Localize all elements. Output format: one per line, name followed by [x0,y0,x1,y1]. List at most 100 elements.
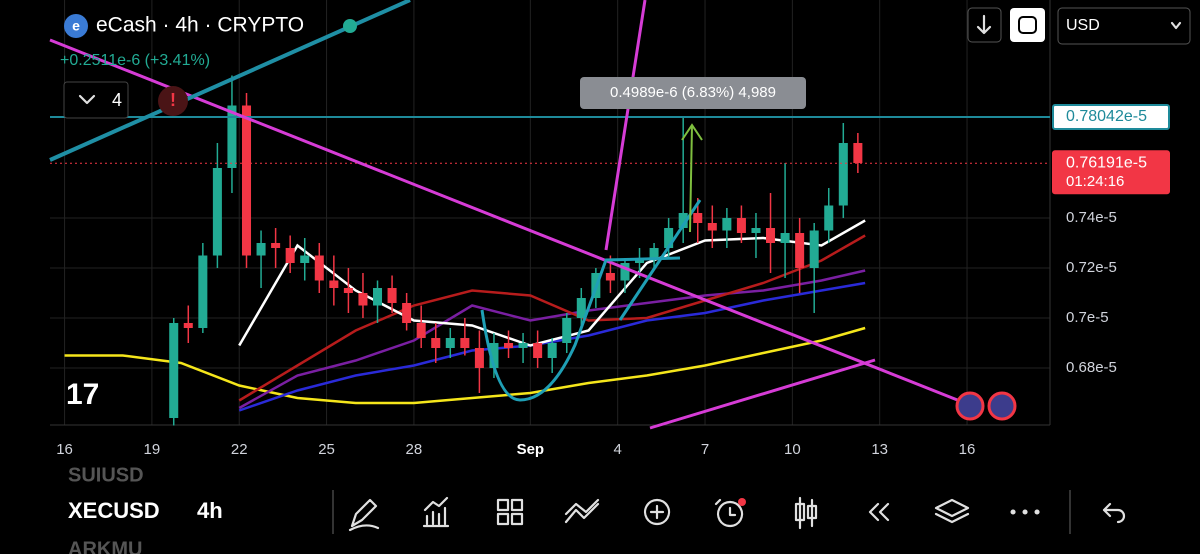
x-tick-label: 4 [614,441,622,458]
x-tick-label: 19 [144,441,161,458]
candle-body [416,323,426,338]
measure-box [580,77,806,109]
y-tick-label: 0.68e-5 [1066,359,1117,376]
candle-body [460,338,470,348]
candle-body [431,338,441,348]
candle-body [751,228,761,233]
candle-body [780,233,790,243]
candle-body [766,228,776,243]
moving-average [238,234,866,402]
price-tag-label: 0.78042e-5 [1066,108,1147,125]
chart-type-tool[interactable] [794,496,818,530]
y-tick-label: 0.74e-5 [1066,209,1117,226]
candle-body [533,343,543,358]
candle-body [722,218,732,231]
currency-label: USD [1066,17,1100,34]
fullscreen-button[interactable] [1010,8,1045,42]
alert-tool[interactable] [714,498,744,528]
replay-tool[interactable] [868,502,890,522]
draw-tool[interactable] [348,498,380,532]
trend-line [604,0,647,251]
candle-body [358,293,368,306]
candle-body [445,338,455,348]
layout-tool[interactable] [496,498,524,526]
indicators-toggle[interactable] [63,81,129,119]
event-icon[interactable] [955,391,985,421]
alert-icon[interactable] [158,86,188,116]
candle-body [387,288,397,303]
candle-body [402,303,412,323]
countdown: 01:24:16 [1066,173,1124,190]
toolbar-interval[interactable]: 4h [197,498,223,523]
moving-average [238,269,866,410]
currency-select[interactable] [1057,7,1191,45]
download-icon [976,14,992,35]
candle-body [576,298,586,318]
dropdown-icon [1170,21,1182,30]
x-tick-label: 22 [231,441,248,458]
x-tick-label: Sep [517,441,545,458]
x-tick-label: 10 [784,441,801,458]
candle-body [504,343,514,348]
candle-body [212,168,222,256]
tv-logo: 17 [66,378,99,411]
candle-body [285,248,295,263]
candle-body [605,273,615,281]
logo-letter: e [72,18,80,34]
layers-tool[interactable] [934,498,970,524]
candle-body [227,105,237,168]
candle-body [474,348,484,368]
fullscreen-icon [1018,16,1037,34]
trend-line [49,38,971,407]
candle-body [693,213,703,223]
chevron-icon [78,94,96,105]
candle-body [620,263,630,281]
candle-body [678,213,688,228]
candle-body [372,288,383,306]
price-tag-fill [1054,152,1168,193]
candle-body [824,205,834,231]
symbol-title: eCash · 4h · CRYPTO [96,14,304,37]
candle-body [198,255,208,328]
moving-average [64,326,866,405]
candle-body [300,255,310,263]
x-tick-label: 16 [56,441,73,458]
candle-body [241,105,252,256]
candle-body [183,323,193,328]
alert-mark: ! [170,90,176,110]
candle-body [736,218,746,233]
cup-drawing [480,256,681,402]
indicators-tool[interactable] [422,496,450,528]
candle-body [271,243,281,248]
measure-arrow [681,123,703,233]
toolbar-symbol[interactable]: XECUSD [68,498,160,523]
candle-body [256,243,266,256]
candle-body [809,230,819,268]
candle-body [489,343,499,368]
alert-badge [738,498,746,506]
price-tag-label: 0.76191e-5 [1066,154,1147,171]
compare-tool[interactable] [564,498,600,524]
event-icon[interactable] [987,391,1017,421]
symbol-below: ARKMU [68,538,142,554]
y-tick-label: 0.72e-5 [1066,259,1117,276]
candle-body [329,280,339,288]
candle-body [838,143,848,206]
candle-body [853,143,863,163]
trend-line [618,199,702,321]
plot-area: 0.68e-5 0.7e-5 0.72e-5 0.74e-5 16 19 22 25 28 Sep… [50,0,1170,458]
indicator-count: 4 [112,90,122,110]
logo [64,14,88,38]
undo-tool[interactable] [1102,502,1126,524]
x-tick-label: 7 [701,441,709,458]
moving-average [238,281,866,412]
symbol-above: SUIUSD [68,464,144,486]
x-tick-label: 25 [318,441,335,458]
toolbar-icons [348,496,1126,532]
measure-label: 0.4989e-6 (6.83%) 4,989 [610,84,776,101]
trend-line [649,358,876,430]
candle-body [169,323,179,418]
price-change: +0.2511e-6 (+3.41%) [60,52,210,69]
x-tick-label: 28 [406,441,423,458]
add-tool[interactable] [643,498,671,526]
